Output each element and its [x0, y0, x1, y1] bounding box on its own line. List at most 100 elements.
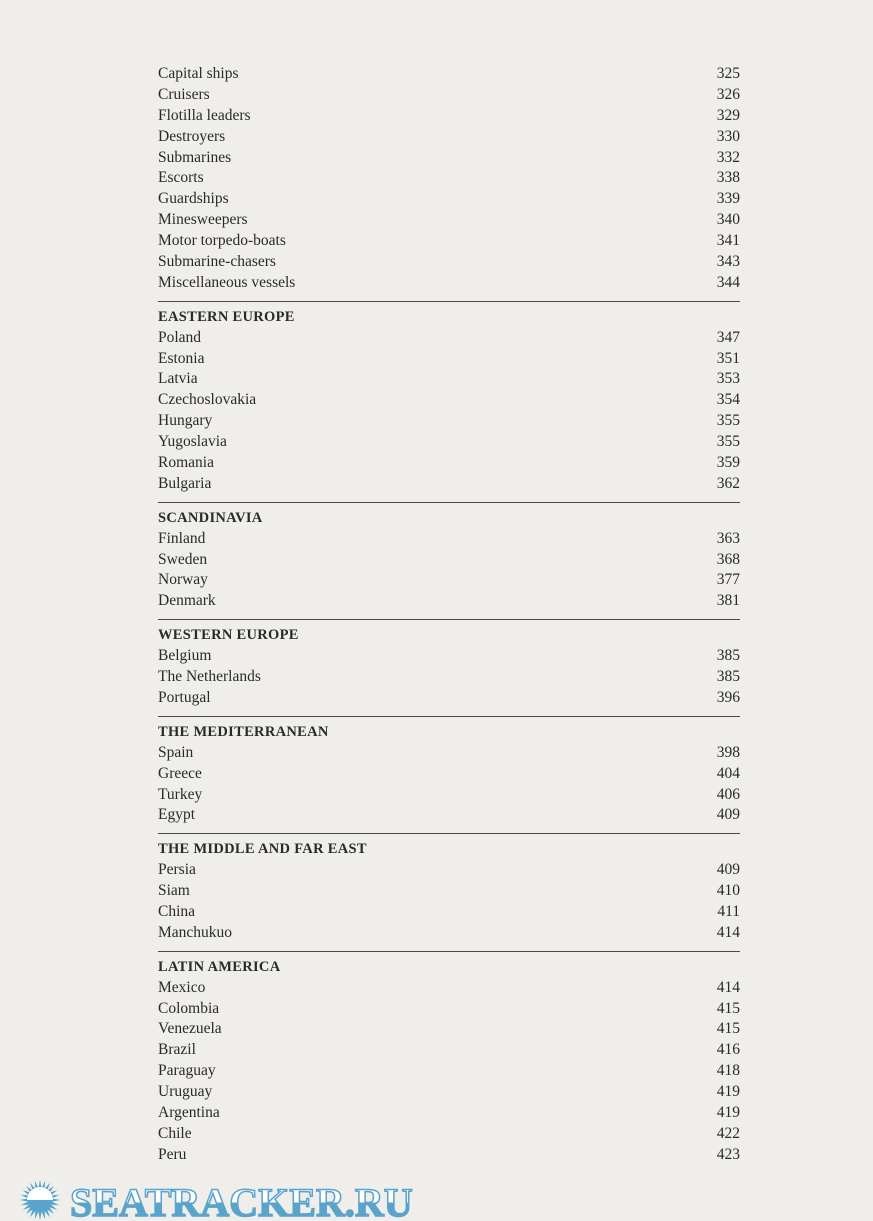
entry-title: Greece [158, 764, 202, 782]
entry-title: Minesweepers [158, 211, 248, 229]
toc-entry: Miscellaneous vessels 344 [158, 273, 740, 294]
entry-page-number: 340 [716, 211, 740, 229]
entry-page-number: 419 [716, 1083, 740, 1101]
toc-entry: Hungary 355 [158, 411, 740, 432]
toc-entry: Submarines 332 [158, 148, 740, 169]
toc-entry: Chile 422 [158, 1124, 740, 1145]
entry-page-number: 415 [716, 999, 740, 1017]
seatracker-watermark: SEATRACKER.RU [20, 1179, 413, 1221]
toc-entry: Submarine-chasers 343 [158, 252, 740, 273]
entry-page-number: 343 [716, 253, 740, 271]
entry-page-number: 416 [716, 1041, 740, 1059]
entry-page-number: 351 [716, 349, 740, 367]
toc-entry: Colombia 415 [158, 999, 740, 1020]
entry-page-number: 332 [716, 148, 740, 166]
entry-page-number: 385 [716, 647, 740, 665]
entry-page-number: 410 [716, 882, 740, 900]
entry-page-number: 353 [716, 370, 740, 388]
watermark-text: SEATRACKER.RU [70, 1180, 413, 1221]
toc-entry: Siam 410 [158, 881, 740, 902]
entry-title: Hungary [158, 412, 213, 430]
entry-page-number: 362 [716, 474, 740, 492]
toc-entry: Czechoslovakia 354 [158, 390, 740, 411]
entry-title: Venezuela [158, 1020, 222, 1038]
toc-entry: Poland 347 [158, 328, 740, 349]
entry-page-number: 338 [716, 169, 740, 187]
entry-page-number: 409 [716, 806, 740, 824]
entry-title: Norway [158, 571, 208, 589]
entry-title: Estonia [158, 349, 205, 367]
entry-page-number: 411 [717, 902, 740, 920]
entry-title: Latvia [158, 370, 198, 388]
toc-entry: Escorts 338 [158, 168, 740, 189]
entry-title: Mexico [158, 978, 206, 996]
entry-title: Finland [158, 529, 206, 547]
entry-page-number: 347 [716, 328, 740, 346]
toc-entry: Mexico 414 [158, 978, 740, 999]
toc-entry: Persia 409 [158, 860, 740, 881]
section-divider [158, 833, 740, 835]
section-heading: SCANDINAVIA [158, 509, 263, 526]
toc-entry: Argentina 419 [158, 1103, 740, 1124]
toc-entry: Norway 377 [158, 570, 740, 591]
entry-title: Denmark [158, 592, 216, 610]
entry-title: Chile [158, 1124, 192, 1142]
entry-title: Bulgaria [158, 474, 212, 492]
entry-page-number: 419 [716, 1103, 740, 1121]
toc-entry: Finland 363 [158, 529, 740, 550]
entry-page-number: 368 [716, 550, 740, 568]
section-divider [158, 715, 740, 717]
entry-title: Flotilla leaders [158, 106, 251, 124]
entry-page-number: 409 [716, 861, 740, 879]
entry-title: Escorts [158, 169, 204, 187]
toc-entry: Motor torpedo-boats 341 [158, 231, 740, 252]
entry-title: Paraguay [158, 1062, 216, 1080]
section-divider [158, 300, 740, 302]
entry-title: Guardships [158, 190, 229, 208]
entry-page-number: 396 [716, 688, 740, 706]
entry-title: Siam [158, 882, 190, 900]
entry-title: Argentina [158, 1103, 220, 1121]
entry-page-number: 404 [716, 764, 740, 782]
entry-page-number: 359 [716, 454, 740, 472]
entry-title: Uruguay [158, 1083, 213, 1101]
toc-entry: Latvia 353 [158, 369, 740, 390]
toc-entry: Manchukuo 414 [158, 923, 740, 944]
table-of-contents: Capital ships 325 Cruisers 326 Flotilla lead… [158, 64, 740, 1166]
toc-entry: Peru 423 [158, 1145, 740, 1166]
entry-title: Peru [158, 1145, 187, 1163]
entry-page-number: 339 [716, 190, 740, 208]
entry-page-number: 406 [716, 785, 740, 803]
entry-page-number: 385 [716, 668, 740, 686]
entry-title: Manchukuo [158, 923, 233, 941]
toc-entry: Paraguay 418 [158, 1061, 740, 1082]
toc-entry: China 411 [158, 902, 740, 923]
toc-entry: Uruguay 419 [158, 1082, 740, 1103]
entry-page-number: 344 [716, 273, 740, 291]
entry-page-number: 341 [716, 232, 740, 250]
entry-title: Brazil [158, 1041, 196, 1059]
entry-page-number: 415 [716, 1020, 740, 1038]
toc-entry: Destroyers 330 [158, 127, 740, 148]
toc-entry: Belgium 385 [158, 646, 740, 667]
toc-entry: Brazil 416 [158, 1040, 740, 1061]
toc-entry: Portugal 396 [158, 688, 740, 709]
toc-entry: Egypt 409 [158, 805, 740, 826]
entry-page-number: 354 [716, 391, 740, 409]
entry-page-number: 330 [716, 127, 740, 145]
section-divider [158, 501, 740, 503]
entry-page-number: 329 [716, 106, 740, 124]
entry-page-number: 418 [716, 1062, 740, 1080]
toc-entry: Sweden 368 [158, 550, 740, 571]
toc-entry: Venezuela 415 [158, 1019, 740, 1040]
entry-title: Spain [158, 743, 194, 761]
entry-title: Capital ships [158, 65, 239, 82]
section-divider [158, 619, 740, 621]
entry-title: Portugal [158, 688, 211, 706]
sun-icon [20, 1180, 60, 1220]
toc-entry: Romania 359 [158, 453, 740, 474]
section-divider [158, 950, 740, 952]
entry-title: Turkey [158, 785, 203, 803]
entry-page-number: 363 [716, 529, 740, 547]
toc-entry: Turkey 406 [158, 785, 740, 806]
